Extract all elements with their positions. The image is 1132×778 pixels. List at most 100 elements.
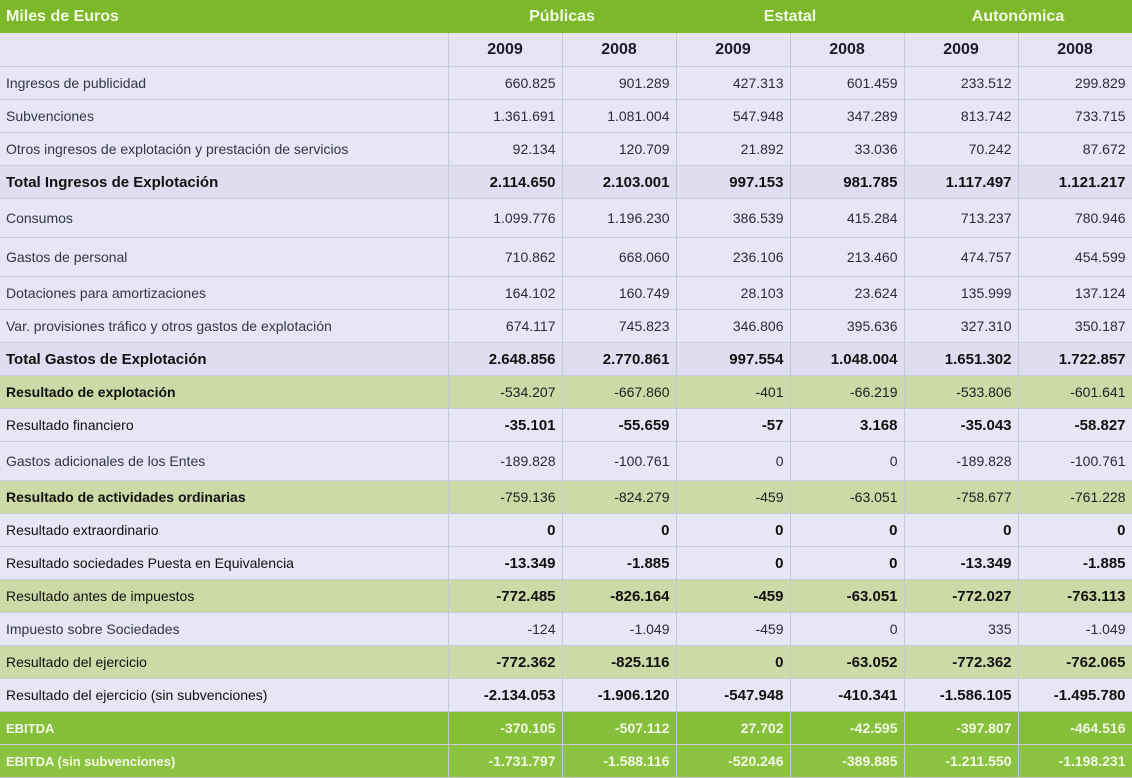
- row-label: Total Ingresos de Explotación: [0, 165, 449, 199]
- value-cell: 981.785: [790, 165, 905, 199]
- value-cell: -772.485: [448, 579, 563, 613]
- group-header-estatal: Estatal: [676, 0, 904, 33]
- value-cell: -533.806: [904, 375, 1019, 409]
- value-cell: 233.512: [904, 66, 1019, 100]
- year-header: 2009: [904, 33, 1019, 67]
- year-header: 2009: [448, 33, 563, 67]
- value-cell: -459: [676, 579, 791, 613]
- value-cell: -58.827: [1018, 408, 1132, 442]
- value-cell: -459: [676, 612, 791, 646]
- row-label: Resultado de actividades ordinarias: [0, 480, 449, 514]
- value-cell: 2.770.861: [562, 342, 677, 376]
- value-cell: 1.117.497: [904, 165, 1019, 199]
- value-cell: -124: [448, 612, 563, 646]
- units-label: Miles de Euros: [0, 0, 448, 33]
- value-cell: 236.106: [676, 237, 791, 277]
- group-header-publicas: Públicas: [448, 0, 676, 33]
- value-cell: 0: [676, 645, 791, 679]
- value-cell: -401: [676, 375, 791, 409]
- value-cell: -824.279: [562, 480, 677, 514]
- value-cell: -13.349: [904, 546, 1019, 580]
- value-cell: 0: [790, 513, 905, 547]
- value-cell: -667.860: [562, 375, 677, 409]
- table-row: Resultado financiero -35.101 -55.659 -57 3.1…: [0, 408, 1132, 442]
- value-cell: -520.246: [676, 744, 791, 778]
- row-label: Subvenciones: [0, 99, 449, 133]
- value-cell: 27.702: [676, 711, 791, 745]
- table-row: Otros ingresos de explotación y prestaci…: [0, 132, 1132, 166]
- value-cell: 160.749: [562, 276, 677, 310]
- value-cell: -189.828: [448, 441, 563, 481]
- table-row: Resultado extraordinario 0 0 0 0 0 0: [0, 513, 1132, 547]
- value-cell: -1.495.780: [1018, 678, 1132, 712]
- value-cell: 92.134: [448, 132, 563, 166]
- value-cell: 386.539: [676, 198, 791, 238]
- value-cell: 299.829: [1018, 66, 1132, 100]
- value-cell: 427.313: [676, 66, 791, 100]
- value-cell: 0: [790, 612, 905, 646]
- value-cell: -100.761: [1018, 441, 1132, 481]
- row-label: Otros ingresos de explotación y prestaci…: [0, 132, 449, 166]
- table-row: Gastos adicionales de los Entes -189.828-…: [0, 441, 1132, 481]
- value-cell: -1.731.797: [448, 744, 563, 778]
- value-cell: -1.211.550: [904, 744, 1019, 778]
- value-cell: -1.885: [562, 546, 677, 580]
- value-cell: -100.761: [562, 441, 677, 481]
- year-header: 2008: [790, 33, 905, 67]
- value-cell: -1.049: [1018, 612, 1132, 646]
- value-cell: 0: [790, 441, 905, 481]
- table-row: Total Ingresos de Explotación 2.114.650 2.…: [0, 165, 1132, 199]
- value-cell: 87.672: [1018, 132, 1132, 166]
- value-cell: 997.554: [676, 342, 791, 376]
- row-label: Total Gastos de Explotación: [0, 342, 449, 376]
- value-cell: -370.105: [448, 711, 563, 745]
- value-cell: 547.948: [676, 99, 791, 133]
- year-header-blank: [0, 33, 449, 67]
- table-row: Ingresos de publicidad 660.825 901.289 427.…: [0, 66, 1132, 100]
- value-cell: 213.460: [790, 237, 905, 277]
- value-cell: 733.715: [1018, 99, 1132, 133]
- year-header: 2008: [1018, 33, 1132, 67]
- value-cell: 813.742: [904, 99, 1019, 133]
- value-cell: 0: [562, 513, 677, 547]
- value-cell: 0: [448, 513, 563, 547]
- value-cell: 713.237: [904, 198, 1019, 238]
- value-cell: 347.289: [790, 99, 905, 133]
- row-label: Resultado extraordinario: [0, 513, 449, 547]
- value-cell: 601.459: [790, 66, 905, 100]
- year-header: 2008: [562, 33, 677, 67]
- value-cell: 0: [676, 546, 791, 580]
- value-cell: -759.136: [448, 480, 563, 514]
- value-cell: 668.060: [562, 237, 677, 277]
- value-cell: 674.117: [448, 309, 563, 343]
- value-cell: 2.103.001: [562, 165, 677, 199]
- value-cell: 0: [790, 546, 905, 580]
- value-cell: 1.722.857: [1018, 342, 1132, 376]
- value-cell: 28.103: [676, 276, 791, 310]
- value-cell: 997.153: [676, 165, 791, 199]
- value-cell: 395.636: [790, 309, 905, 343]
- value-cell: 710.862: [448, 237, 563, 277]
- value-cell: -1.906.120: [562, 678, 677, 712]
- row-label: Ingresos de publicidad: [0, 66, 449, 100]
- value-cell: 327.310: [904, 309, 1019, 343]
- row-label: Resultado de explotación: [0, 375, 449, 409]
- value-cell: -772.362: [904, 645, 1019, 679]
- row-label: Var. provisiones tráfico y otros gastos …: [0, 309, 449, 343]
- value-cell: 2.114.650: [448, 165, 563, 199]
- table-row: Impuesto sobre Sociedades -124 -1.049 -459 0…: [0, 612, 1132, 646]
- row-label: Resultado sociedades Puesta en Equivalen…: [0, 546, 449, 580]
- row-label: Resultado antes de impuestos: [0, 579, 449, 613]
- table-row: Resultado de actividades ordinarias -759.…: [0, 480, 1132, 514]
- value-cell: -1.198.231: [1018, 744, 1132, 778]
- value-cell: 120.709: [562, 132, 677, 166]
- table-row: Dotaciones para amortizaciones 164.102 160…: [0, 276, 1132, 310]
- value-cell: -534.207: [448, 375, 563, 409]
- value-cell: -63.051: [790, 579, 905, 613]
- value-cell: 1.121.217: [1018, 165, 1132, 199]
- value-cell: -459: [676, 480, 791, 514]
- value-cell: 454.599: [1018, 237, 1132, 277]
- value-cell: -35.101: [448, 408, 563, 442]
- value-cell: -758.677: [904, 480, 1019, 514]
- value-cell: 780.946: [1018, 198, 1132, 238]
